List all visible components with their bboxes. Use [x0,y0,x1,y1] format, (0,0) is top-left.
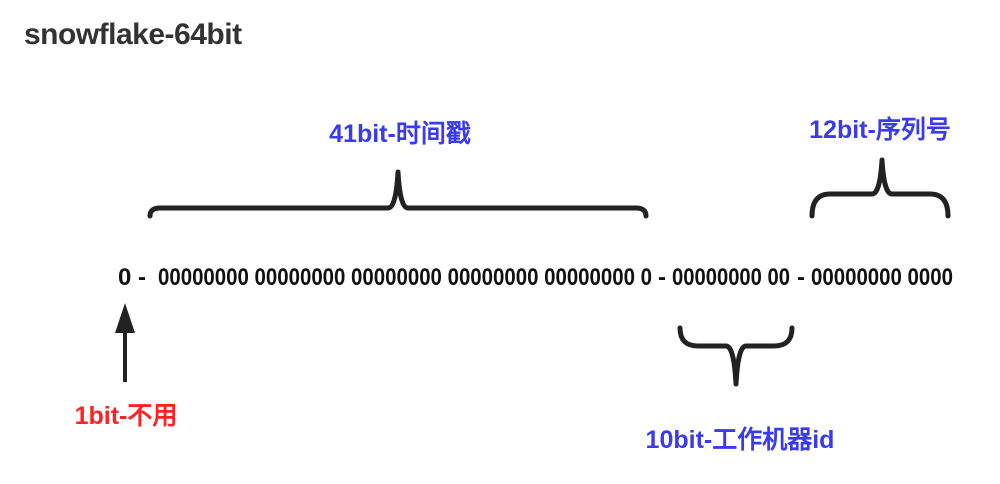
bit-sequence: 00000000 0000 [811,264,953,291]
machine-brace [677,325,795,387]
timestamp-label: 41bit-时间戳 [329,120,471,148]
bit-timestamp: 00000000 00000000 00000000 00000000 0000… [158,264,652,291]
sign-label: 1bit-不用 [75,402,178,430]
bit-separator-2: - [658,264,666,291]
sequence-label: 12bit-序列号 [809,115,951,144]
bit-sign: 0 [118,264,131,291]
bit-separator-3: - [797,264,805,291]
timestamp-brace [147,169,649,219]
sign-arrow-head-icon [115,303,135,333]
bit-machine: 00000000 00 [672,264,790,291]
machine-label: 10bit-工作机器id [646,426,835,454]
sequence-brace [809,157,951,219]
diagram-title: snowflake-64bit [24,18,242,51]
bit-separator-1: - [138,264,146,291]
